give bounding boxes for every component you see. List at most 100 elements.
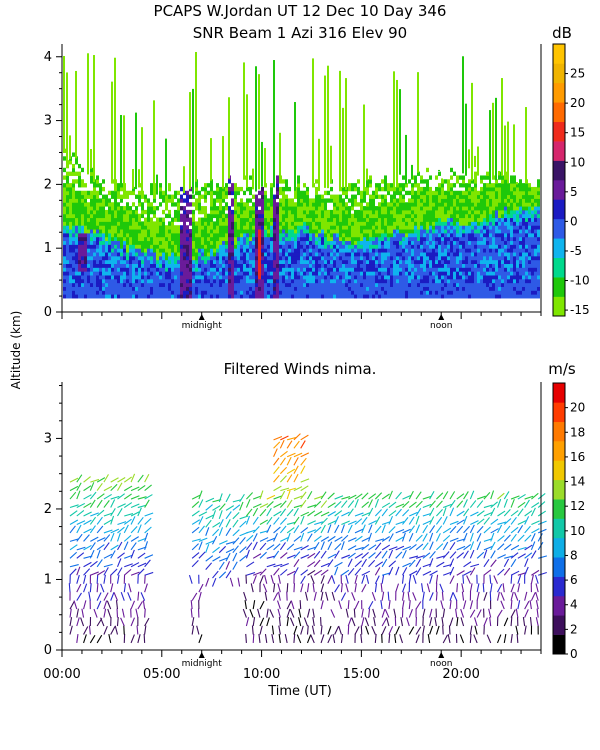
snr-cell (480, 282, 483, 287)
snr-cell (333, 225, 336, 230)
snr-cell (72, 152, 75, 157)
wind-barb (218, 503, 226, 511)
snr-cell (510, 202, 513, 207)
snr-cell (198, 282, 201, 287)
snr-cell (429, 271, 432, 276)
snr-cell (288, 217, 291, 222)
snr-cell (111, 252, 114, 257)
snr-cell (408, 232, 411, 238)
snr-cell (519, 229, 522, 234)
snr-cell (207, 282, 210, 287)
snr-cell (312, 240, 315, 245)
snr-cell (213, 274, 216, 280)
snr-cell (351, 263, 354, 268)
snr-cell (501, 194, 504, 199)
snr-cell (378, 217, 381, 222)
snr-cell (111, 179, 114, 184)
snr-cell (222, 286, 225, 291)
snr-cell (513, 255, 516, 261)
snr-cell (345, 217, 348, 222)
snr-cell (363, 198, 366, 203)
snr-cell (366, 209, 369, 215)
snr-cell (126, 213, 129, 219)
snr-cell (462, 290, 465, 295)
snr-cell (72, 190, 75, 196)
snr-cell (99, 271, 102, 276)
snr-cell (363, 209, 366, 215)
snr-cell (417, 244, 420, 249)
snr-cell (243, 202, 246, 207)
wind-barb (130, 562, 140, 568)
wind-barb (123, 568, 132, 576)
snr-cell (138, 290, 141, 295)
snr-cell (90, 255, 93, 261)
snr-cell (360, 290, 363, 295)
wind-barb (130, 503, 140, 509)
snr-cell (384, 248, 387, 253)
snr-cell (138, 252, 141, 257)
snr-cell (303, 278, 306, 284)
snr-cell (534, 225, 537, 230)
snr-cell (192, 286, 195, 291)
snr-cell (342, 259, 345, 265)
snr-cell (327, 286, 330, 291)
snr-cell (180, 217, 183, 222)
snr-cell (147, 236, 150, 242)
snr-cell (516, 186, 519, 192)
snr-cell (129, 267, 132, 272)
wind-barb (103, 563, 113, 568)
snr-cell (324, 213, 327, 219)
snr-cell (63, 259, 66, 265)
snr-cell (162, 248, 165, 253)
snr-cell (516, 183, 519, 188)
snr-cell (249, 263, 252, 268)
snr-cell (348, 206, 351, 211)
snr-cell (531, 225, 534, 230)
snr-cell (429, 244, 432, 249)
snr-cell (216, 217, 219, 222)
snr-cell (255, 213, 258, 219)
snr-cell (66, 255, 69, 261)
snr-cell (384, 286, 387, 291)
snr-cell (279, 274, 282, 280)
snr-cell (207, 244, 210, 249)
snr-cell (408, 248, 411, 253)
snr-cell (378, 252, 381, 257)
snr-cell (138, 213, 141, 219)
snr-cell (237, 294, 240, 299)
snr-cell (531, 198, 534, 203)
wind-barb (96, 477, 106, 483)
snr-cell (267, 259, 270, 265)
snr-cell (381, 244, 384, 249)
snr-cell (219, 271, 222, 276)
snr-cell (153, 194, 156, 199)
wind-barb (188, 574, 193, 584)
snr-cell (282, 274, 285, 280)
snr-cell (201, 217, 204, 222)
wind-barb (83, 561, 92, 568)
snr-cell (525, 213, 528, 219)
snr-cell (63, 286, 66, 291)
wind-barb (120, 591, 125, 601)
wind-barb (76, 617, 80, 627)
snr-cell (537, 248, 540, 253)
snr-cell (102, 259, 105, 265)
wind-barb (252, 516, 259, 525)
snr-cell (378, 229, 381, 234)
snr-cell (210, 278, 213, 284)
snr-cell (444, 190, 447, 196)
snr-cell (393, 278, 396, 284)
snr-cell (141, 213, 144, 219)
snr-cell (240, 225, 243, 230)
snr-cell (204, 282, 207, 287)
snr-cell (402, 206, 405, 211)
snr-cell (387, 202, 390, 207)
snr-cell (333, 278, 336, 284)
snr-cell (153, 236, 156, 242)
snr-cell (150, 248, 153, 253)
snr-cell (528, 194, 531, 199)
snr-cell (144, 259, 147, 265)
wind-barb (218, 561, 225, 570)
snr-cell (369, 221, 372, 226)
snr-cell (360, 202, 363, 207)
